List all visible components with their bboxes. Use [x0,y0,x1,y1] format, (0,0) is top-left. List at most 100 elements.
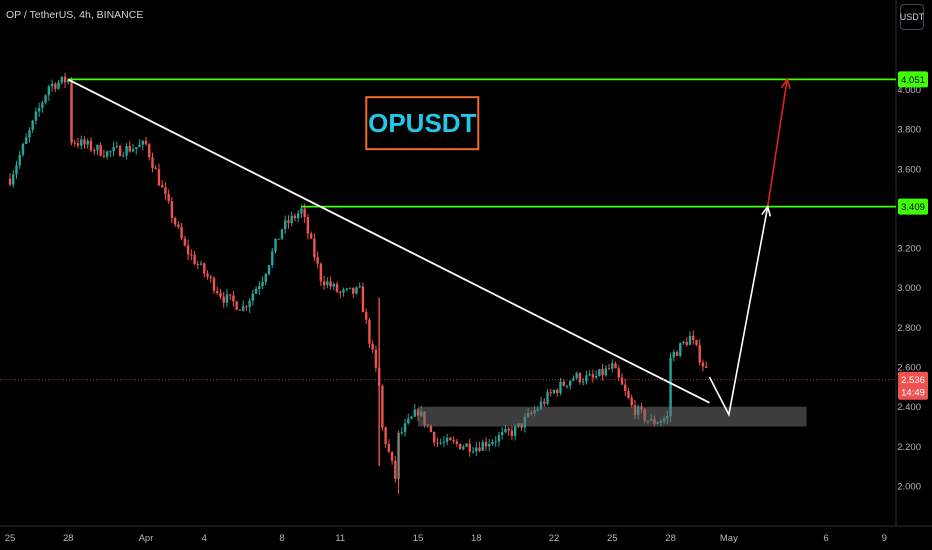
candle-body [92,150,96,152]
candle-body [316,257,319,264]
candle-body [109,151,112,153]
candle-body [504,428,507,432]
candle-body [258,285,261,289]
candle-body [701,362,705,367]
descending-trendline [67,78,710,404]
candle-body [89,140,93,151]
candle-body [326,281,329,286]
candle-body [607,368,611,370]
candle-body [287,220,290,224]
candle-body [594,376,598,378]
candle-body [222,296,225,303]
price-tick-label: 2.800 [897,323,921,334]
candle-body [284,220,287,230]
candle-body [565,385,569,387]
candle-body [575,373,578,379]
candle-body [144,140,148,145]
candle-body [313,238,316,258]
candle-body [497,434,501,442]
candle-body [47,86,51,96]
projection-path [708,206,769,418]
candle-body [355,287,358,294]
candle-body [254,288,258,294]
candle-body [581,381,585,383]
time-tick-label: 25 [607,533,618,544]
candle-body [335,283,339,292]
candle-body [578,373,582,383]
drawings-layer[interactable]: OPUSDT [0,77,896,427]
currency-button[interactable]: USDT [900,4,924,30]
candle-body [627,391,630,398]
candle-body [118,146,122,157]
candle-body [160,185,164,188]
candle-body [251,293,255,301]
candle-body [18,154,21,166]
candle-body [186,245,190,255]
candle-body [80,139,83,146]
candle-body [209,276,212,279]
candle-body [31,120,34,130]
candle-body [34,111,38,121]
time-tick-label: 6 [823,533,828,544]
candle-body [54,83,57,89]
time-tick-label: 22 [549,533,560,544]
candle-body [148,144,151,158]
candle-body [203,263,206,274]
candle-body [277,238,280,240]
level-tag-text: 4.051 [901,75,925,86]
candle-body [488,444,491,447]
candle-body [692,335,695,341]
candle-body [332,283,336,287]
level-tag-upper [898,71,928,88]
candle-body [462,446,465,450]
candle-body [293,215,297,219]
candle-body [37,107,41,112]
candle-body [390,451,394,461]
price-tags: 4.051 3.409 2.536 14:49 [898,71,928,400]
candle-body [83,139,86,145]
candle-body [539,401,543,409]
current-price-tag [898,371,928,400]
candle-body [413,409,416,417]
candle-body [465,443,468,447]
price-tick-label: 2.200 [897,442,921,453]
level-tag-text: 3.409 [901,202,925,213]
candle-body [235,301,238,310]
candle-body [135,147,138,150]
candle-body [99,144,102,156]
candle-body [339,291,342,293]
candle-body [303,208,306,218]
time-tick-label: May [720,533,738,544]
time-tick-label: 15 [413,533,424,544]
projection-arrowhead [761,204,772,217]
candle-body [387,444,391,452]
candle-body [611,363,614,369]
candle-body [329,281,332,287]
symbol-title: OP / TetherUS, 4h, BINANCE [6,9,144,21]
time-tick-label: 11 [335,533,345,544]
candle-body [685,341,688,345]
candle-body [410,416,413,419]
candle-body [280,229,284,239]
candle-body [300,208,303,214]
candle-body [679,343,682,356]
candle-body [449,437,452,441]
candle-body [471,451,475,453]
time-tick-label: 18 [471,533,482,544]
candle-body [604,368,608,376]
candle-body [458,443,462,450]
price-tick-label: 3.000 [897,283,921,294]
candle-body [352,287,355,294]
candle-body [319,263,323,282]
candle-body [481,442,484,451]
candle-body [128,146,132,152]
candle-body [70,79,73,143]
candle-body [358,286,361,288]
candle-body [669,357,672,417]
candle-body [559,381,562,394]
candle-body [364,312,368,320]
candle-body [57,82,60,89]
candle-body [225,294,229,303]
candle-body [138,144,141,148]
